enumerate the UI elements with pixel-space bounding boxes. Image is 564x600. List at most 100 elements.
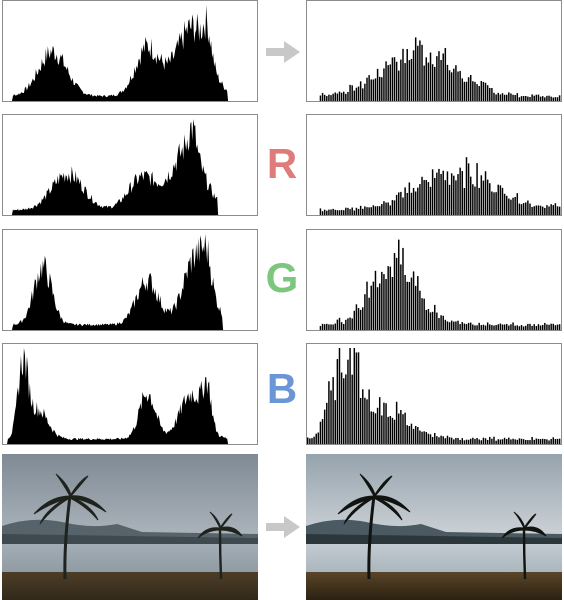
histogram-bar [389, 415, 392, 444]
histogram-bar [351, 85, 353, 101]
histogram-bar [535, 94, 538, 101]
histogram-svg [3, 348, 257, 444]
channel-label-red: R [266, 140, 298, 187]
histogram-bar [323, 209, 326, 215]
histogram-bar [533, 206, 535, 215]
histogram-bar [370, 411, 372, 444]
histogram-bar [351, 207, 353, 215]
histogram-bar [535, 205, 538, 215]
histogram-bar [450, 320, 453, 330]
histogram-bar [387, 202, 389, 215]
histogram-bar [535, 326, 538, 330]
histogram-bar [489, 324, 491, 330]
histogram-bar [518, 438, 521, 444]
histogram-bar [484, 325, 487, 330]
histogram-bar [503, 437, 506, 444]
histogram-bar [480, 175, 483, 215]
histogram-bar [484, 82, 487, 101]
histogram-bar [351, 318, 353, 330]
histogram-bar [522, 439, 525, 444]
histogram-bar [459, 439, 461, 444]
histogram-bar [349, 209, 351, 215]
histogram-bar [554, 97, 557, 101]
histogram-bar [421, 298, 423, 330]
channel-label-green: G [265, 254, 299, 301]
histogram-bar [472, 437, 474, 444]
histogram-bar [438, 318, 440, 330]
histogram-bar [453, 68, 455, 101]
histogram-bar [503, 193, 506, 215]
histogram-bar [347, 91, 349, 101]
histogram-bar [550, 96, 552, 101]
histogram-bar [478, 86, 480, 101]
histogram-bar [336, 93, 339, 101]
histogram-bar [328, 381, 330, 444]
histogram-bar [338, 317, 341, 330]
histogram-bar [529, 323, 531, 330]
histogram-bar [425, 431, 428, 444]
histogram-bar [347, 207, 349, 215]
histogram-bar [417, 187, 419, 215]
histogram-bar [495, 440, 497, 444]
histogram-bar [512, 322, 514, 330]
photo-before-image [2, 454, 258, 600]
histogram-bar [529, 203, 531, 215]
histogram-bar [402, 48, 404, 101]
histogram-bar [459, 167, 461, 215]
histogram-bar [364, 83, 366, 101]
histogram-bar [522, 203, 525, 215]
histogram-bar [372, 281, 375, 330]
histogram-bar [355, 207, 358, 215]
histogram-bar [558, 95, 561, 101]
histogram-bar [398, 239, 400, 330]
histogram-bar [402, 197, 404, 215]
histogram-bar [440, 435, 442, 444]
histogram-bar [533, 95, 535, 101]
histogram-bar [376, 206, 379, 215]
histogram-bar [501, 93, 504, 101]
histogram-bar [529, 440, 531, 444]
histogram-bar [366, 399, 368, 444]
histogram-bar [398, 70, 400, 101]
histogram-bar [518, 203, 521, 215]
histogram-bar [467, 439, 470, 444]
histogram-bar [453, 439, 455, 444]
histogram-bar [372, 205, 375, 215]
histogram-bar [512, 438, 514, 444]
histogram-bar [457, 174, 459, 215]
histogram-bar [378, 397, 381, 444]
histogram-bar [402, 414, 404, 444]
histogram-bar [429, 52, 432, 101]
histogram-bar [505, 324, 508, 330]
histogram-bar [408, 426, 411, 444]
histogram-svg [3, 234, 257, 330]
histogram-bar [499, 439, 502, 444]
histogram-bar [518, 326, 521, 330]
histogram-bar [307, 437, 309, 444]
histogram-bar [527, 440, 529, 444]
histogram-bar [544, 322, 546, 330]
histogram-bar [508, 325, 510, 330]
histogram-bar [501, 439, 504, 444]
histogram-before-luminance [2, 0, 258, 102]
histogram-bar [326, 96, 328, 101]
histogram-bar [472, 184, 474, 215]
histogram-bar [355, 304, 358, 330]
histogram-bar [503, 324, 506, 330]
histogram-bar [546, 439, 548, 444]
histogram-bar [319, 95, 322, 101]
histogram-bar [539, 325, 542, 330]
histogram-svg [3, 5, 257, 101]
histogram-bars [307, 348, 561, 444]
histogram-bar [474, 81, 476, 101]
histogram-bar [450, 173, 453, 215]
histogram-after-green [306, 229, 562, 331]
histogram-bar [467, 77, 470, 101]
histogram-bar [461, 78, 463, 101]
photo-after [306, 454, 562, 600]
histogram-bar [486, 322, 489, 330]
histogram-bar [438, 437, 440, 444]
histogram-bar [402, 247, 404, 330]
histogram-bar [436, 436, 438, 444]
histogram-bars [319, 239, 561, 330]
